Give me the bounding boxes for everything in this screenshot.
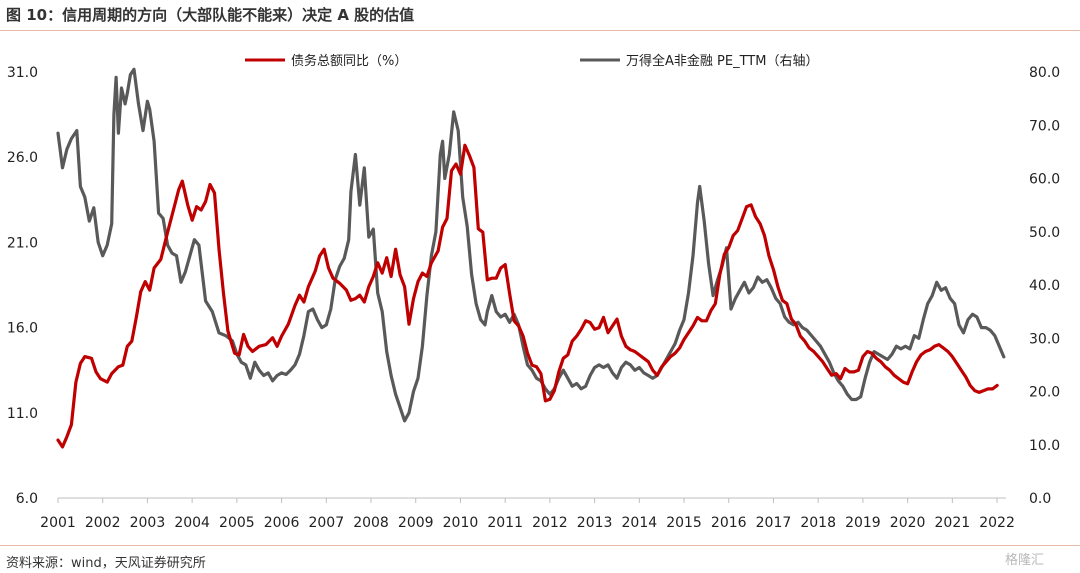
x-tick-label: 2021 bbox=[935, 515, 971, 531]
legend-label-pe: 万得全A非金融 PE_TTM（右轴） bbox=[626, 53, 818, 69]
dual-axis-line-chart: 债务总额同比（%） 万得全A非金融 PE_TTM（右轴） 2001 2002 200… bbox=[7, 53, 1060, 531]
x-tick-label: 2016 bbox=[711, 515, 747, 531]
y-right-tick-label: 60.0 bbox=[1029, 172, 1060, 188]
x-tick-label: 2022 bbox=[979, 515, 1015, 531]
x-tick-label: 2005 bbox=[219, 515, 255, 531]
chart-title: 图 10：信用周期的方向（大部队能不能来）决定 A 股的估值 bbox=[6, 6, 415, 24]
x-tick-label: 2003 bbox=[130, 515, 166, 531]
legend-label-credit: 债务总额同比（%） bbox=[291, 53, 407, 69]
x-tick-label: 2019 bbox=[845, 515, 881, 531]
x-tick-label: 2011 bbox=[487, 515, 523, 531]
x-tick-label: 2004 bbox=[174, 515, 210, 531]
y-left-tick-label: 21.0 bbox=[7, 235, 38, 251]
legend: 债务总额同比（%） 万得全A非金融 PE_TTM（右轴） bbox=[245, 53, 818, 69]
y-left-tick-label: 11.0 bbox=[7, 406, 38, 422]
y-right-tick-label: 50.0 bbox=[1029, 225, 1060, 241]
y-left-tick-label: 31.0 bbox=[7, 65, 38, 81]
y-left-tick-label: 6.0 bbox=[16, 491, 38, 507]
y-right-tick-label: 30.0 bbox=[1029, 331, 1060, 347]
y-right-tick-label: 0.0 bbox=[1029, 491, 1051, 507]
x-tick-label: 2007 bbox=[308, 515, 344, 531]
x-tick-label: 2013 bbox=[577, 515, 613, 531]
series-line-pe bbox=[56, 67, 1006, 423]
x-tick-label: 2017 bbox=[756, 515, 792, 531]
y-right-tick-label: 70.0 bbox=[1029, 118, 1060, 134]
x-tick-label: 2009 bbox=[398, 515, 434, 531]
x-tick-label: 2008 bbox=[353, 515, 389, 531]
x-tick-label: 2001 bbox=[40, 515, 76, 531]
x-tick-label: 2002 bbox=[85, 515, 121, 531]
y-left-tick-label: 26.0 bbox=[7, 150, 38, 166]
x-tick-label: 2015 bbox=[666, 515, 702, 531]
y-right-tick-label: 40.0 bbox=[1029, 278, 1060, 294]
axes: 2001 2002 2003 2004 2005 2006 2007 2008 2009 2010… bbox=[7, 65, 1060, 531]
y-right-tick-label: 80.0 bbox=[1029, 65, 1060, 81]
x-tick-label: 2006 bbox=[264, 515, 300, 531]
series-layer bbox=[56, 67, 1006, 449]
watermark-logo: 格隆汇 bbox=[1005, 553, 1045, 568]
y-right-tick-label: 10.0 bbox=[1029, 438, 1060, 454]
y-right-tick-label: 20.0 bbox=[1029, 385, 1060, 401]
footer-rule bbox=[0, 545, 1080, 546]
x-tick-label: 2018 bbox=[800, 515, 836, 531]
title-rule bbox=[0, 30, 1080, 31]
x-tick-label: 2010 bbox=[443, 515, 479, 531]
x-tick-label: 2020 bbox=[890, 515, 926, 531]
y-left-tick-label: 16.0 bbox=[7, 321, 38, 337]
series-line-credit bbox=[56, 143, 999, 449]
x-tick-label: 2012 bbox=[532, 515, 568, 531]
x-tick-label: 2014 bbox=[622, 515, 658, 531]
source-note: 资料来源：wind，天风证券研究所 bbox=[6, 556, 206, 571]
